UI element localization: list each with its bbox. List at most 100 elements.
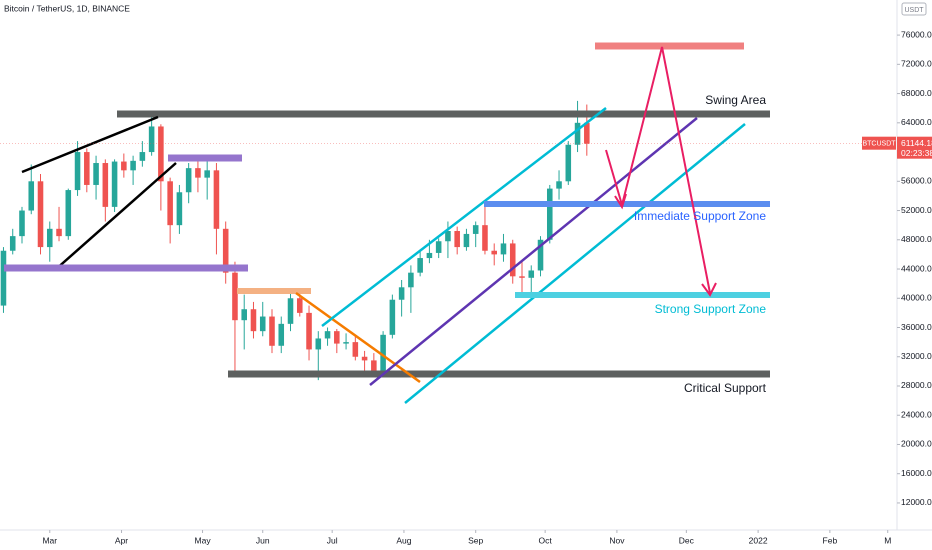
candle-body — [65, 190, 72, 237]
y-tick-label: 72000.00 — [901, 59, 932, 69]
x-tick-label: Mar — [42, 535, 57, 545]
candle-body — [259, 316, 266, 332]
candle-body — [463, 233, 470, 248]
candle-body — [46, 228, 53, 248]
candle-body — [19, 210, 25, 237]
candle-body — [352, 342, 359, 357]
y-tick-label: 28000.00 — [901, 380, 932, 390]
y-tick-label: 16000.00 — [901, 468, 932, 478]
y-tick-label: 12000.00 — [901, 497, 932, 507]
candle-body — [537, 239, 544, 271]
y-tick-label: 24000.00 — [901, 409, 932, 419]
candle-body — [398, 287, 405, 300]
symbol-badge — [862, 136, 896, 150]
candle-body — [509, 243, 516, 277]
candle-body — [482, 225, 488, 251]
candle-body — [0, 250, 7, 306]
last-price-label: 61144.18 — [901, 138, 932, 148]
candle-body — [37, 181, 44, 248]
candle-body — [454, 231, 460, 248]
y-tick-label: 76000.00 — [901, 29, 932, 39]
candle-body — [472, 225, 479, 234]
candle-body — [102, 163, 109, 207]
x-tick-label: Sep — [468, 535, 483, 545]
y-tick-label: 68000.00 — [901, 88, 932, 98]
currency-label[interactable]: USDT — [904, 7, 924, 14]
annotation: Swing Area — [705, 93, 766, 107]
x-tick-label: M — [884, 535, 891, 545]
annotation: Critical Support — [684, 381, 767, 395]
candle-body — [28, 181, 35, 211]
candle-body — [389, 299, 396, 335]
currency-badge[interactable] — [901, 2, 927, 16]
candle-body — [269, 316, 275, 346]
candle-body — [371, 360, 377, 372]
candle-body — [121, 161, 127, 171]
x-tick-label: Nov — [609, 535, 625, 545]
candle-body — [130, 160, 136, 171]
y-tick-label: 32000.00 — [901, 351, 932, 361]
y-tick-label: 36000.00 — [901, 322, 932, 332]
candle-body — [296, 298, 303, 313]
candle-body — [435, 241, 442, 253]
channel-line — [369, 117, 698, 386]
candle-body — [546, 188, 553, 240]
projection-path — [605, 46, 711, 294]
candle-body — [213, 170, 220, 229]
candle-body — [158, 126, 164, 182]
price-badge — [897, 136, 932, 159]
candle-body — [556, 181, 562, 189]
arrow-head — [614, 193, 627, 210]
x-tick-label: Oct — [539, 535, 553, 545]
candle-body — [56, 228, 62, 237]
y-tick-label: 56000.00 — [901, 176, 932, 186]
y-tick-label: 64000.00 — [901, 117, 932, 127]
countdown-label: 02:23:38 — [901, 148, 932, 158]
candle-body — [241, 309, 247, 321]
candles — [0, 100, 590, 381]
candle-body — [250, 309, 257, 332]
candle-body — [195, 168, 201, 178]
x-tick-label: 2022 — [749, 535, 768, 545]
x-tick-label: Dec — [679, 535, 695, 545]
candle-body — [343, 342, 349, 344]
candle-body — [491, 250, 497, 255]
channel-line — [321, 107, 607, 327]
x-tick-label: Jun — [256, 535, 270, 545]
candle-body — [574, 122, 581, 145]
candle-body — [84, 152, 90, 185]
x-tick-label: Jul — [327, 535, 338, 545]
annotation: Immediate Support Zone — [634, 209, 766, 223]
candle-body — [176, 192, 183, 226]
x-tick-label: Apr — [115, 535, 128, 545]
candle-body — [93, 163, 99, 185]
x-tick-label: May — [195, 535, 212, 545]
candle-body — [519, 276, 525, 278]
y-tick-label: 52000.00 — [901, 205, 932, 215]
candle-body — [361, 356, 368, 361]
y-tick-label: 48000.00 — [901, 234, 932, 244]
candle-body — [565, 144, 572, 182]
candle-body — [306, 312, 312, 350]
candle-body — [278, 323, 285, 346]
candle-body — [111, 161, 118, 207]
candle-body — [185, 168, 192, 193]
y-tick-label: 20000.00 — [901, 439, 932, 449]
y-tick-label: 40000.00 — [901, 293, 932, 303]
x-tick-label: Feb — [823, 535, 838, 545]
trend-line — [54, 162, 177, 271]
channel-line — [404, 123, 746, 404]
arrow-head — [701, 282, 717, 297]
candle-body — [417, 258, 423, 273]
candle-body — [324, 331, 331, 339]
candle-body — [287, 298, 294, 324]
candle-body — [584, 122, 590, 144]
y-tick-label: 44000.00 — [901, 263, 932, 273]
candle-body — [315, 338, 322, 350]
candle-body — [204, 170, 210, 178]
candle-body — [334, 331, 340, 344]
symbol-label: BTCUSDT — [862, 141, 896, 148]
chart-title: Bitcoin / TetherUS, 1D, BINANCE — [4, 3, 130, 13]
